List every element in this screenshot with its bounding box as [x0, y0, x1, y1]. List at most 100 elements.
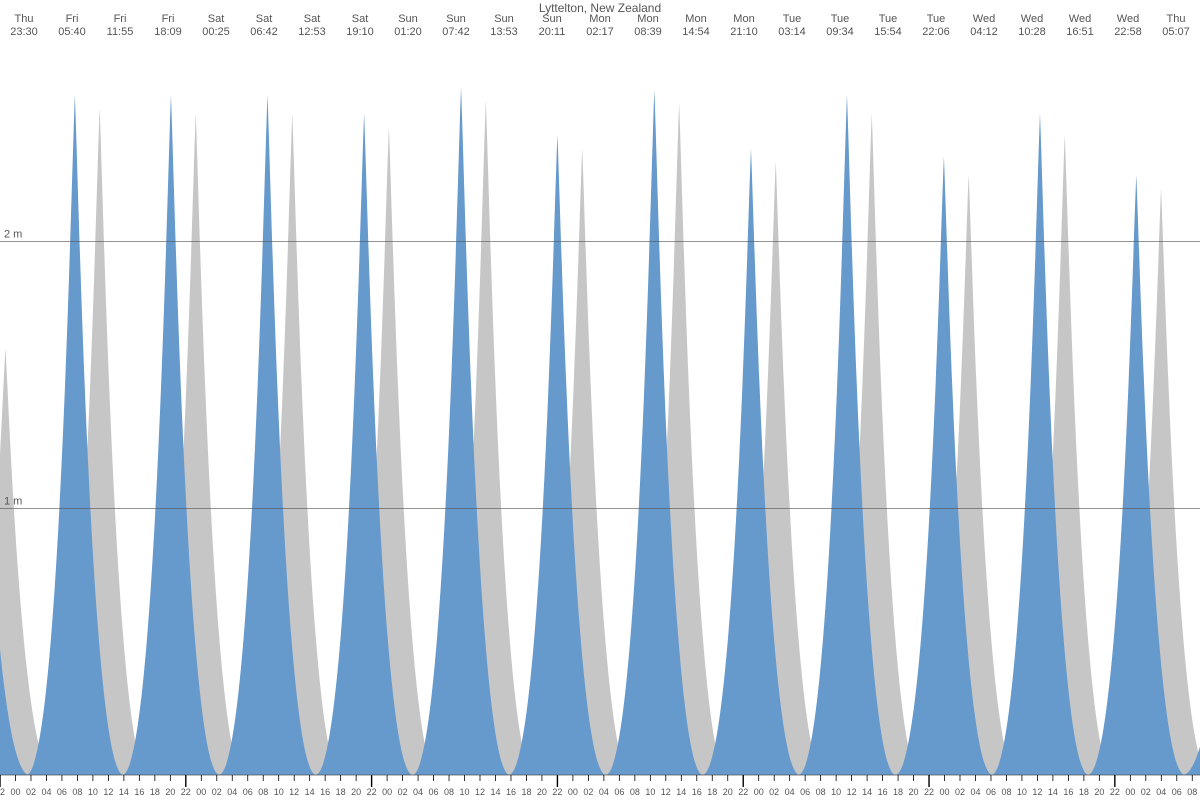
- top-label-day: Wed: [1021, 13, 1043, 25]
- top-label-time: 18:09: [154, 26, 182, 38]
- x-tick-label: 00: [10, 787, 20, 797]
- top-label-time: 00:25: [202, 26, 230, 38]
- x-tick-label: 08: [816, 787, 826, 797]
- x-tick-label: 04: [1156, 787, 1166, 797]
- x-tick-label: 14: [490, 787, 500, 797]
- x-tick-label: 14: [1048, 787, 1058, 797]
- top-label-day: Wed: [973, 13, 995, 25]
- x-tick-label: 08: [258, 787, 268, 797]
- top-label-time: 05:07: [1162, 26, 1190, 38]
- top-label-day: Fri: [66, 13, 79, 25]
- tide-chart: 1 m 2 m 22 00 02 04 06 08 10 12 14 16 18 20 22 00 02 04 06…: [0, 0, 1200, 800]
- top-label-time: 15:54: [874, 26, 902, 38]
- x-tick-label: 12: [1032, 787, 1042, 797]
- x-tick-label: 10: [460, 787, 470, 797]
- x-tick-label: 02: [583, 787, 593, 797]
- top-label-time: 22:06: [922, 26, 950, 38]
- top-label-time: 02:17: [586, 26, 614, 38]
- x-tick-label: 00: [754, 787, 764, 797]
- top-label-day: Sun: [398, 13, 418, 25]
- x-tick-label: 06: [57, 787, 67, 797]
- x-tick-label: 00: [940, 787, 950, 797]
- x-tick-label: 12: [847, 787, 857, 797]
- top-label-day: Fri: [162, 13, 175, 25]
- x-tick-label: 20: [723, 787, 733, 797]
- x-tick-label: 18: [707, 787, 717, 797]
- top-label-day: Sat: [208, 13, 225, 25]
- top-label-time: 06:42: [250, 26, 278, 38]
- top-label-time: 23:30: [10, 26, 38, 38]
- x-tick-label: 22: [367, 787, 377, 797]
- x-tick-label: 02: [955, 787, 965, 797]
- x-tick-label: 22: [738, 787, 748, 797]
- x-tick-label: 14: [305, 787, 315, 797]
- top-label-day: Sat: [304, 13, 321, 25]
- top-label-time: 09:34: [826, 26, 854, 38]
- x-tick-label: 16: [1063, 787, 1073, 797]
- x-tick-label: 16: [878, 787, 888, 797]
- x-tick-label: 16: [320, 787, 330, 797]
- x-tick-label: 12: [289, 787, 299, 797]
- top-label-time: 14:54: [682, 26, 710, 38]
- x-tick-label: 00: [1125, 787, 1135, 797]
- top-label-day: Tue: [879, 13, 898, 25]
- x-tick-label: 06: [1172, 787, 1182, 797]
- top-label-day: Wed: [1117, 13, 1139, 25]
- x-tick-label: 04: [599, 787, 609, 797]
- top-label-time: 07:42: [442, 26, 470, 38]
- top-label-time: 04:12: [970, 26, 998, 38]
- x-tick-label: 00: [568, 787, 578, 797]
- x-tick-label: 20: [165, 787, 175, 797]
- x-tick-label: 08: [1001, 787, 1011, 797]
- x-tick-label: 12: [475, 787, 485, 797]
- x-tick-label: 22: [552, 787, 562, 797]
- x-tick-label: 00: [382, 787, 392, 797]
- x-tick-label: 02: [1141, 787, 1151, 797]
- x-tick-label: 22: [924, 787, 934, 797]
- top-label-time: 16:51: [1066, 26, 1094, 38]
- x-tick-label: 22: [1110, 787, 1120, 797]
- top-label-day: Sat: [256, 13, 273, 25]
- x-tick-label: 08: [444, 787, 454, 797]
- x-tick-label: 16: [506, 787, 516, 797]
- x-tick-label: 06: [243, 787, 253, 797]
- x-tick-label: 10: [1017, 787, 1027, 797]
- top-label-time: 08:39: [634, 26, 662, 38]
- x-tick-label: 06: [800, 787, 810, 797]
- x-tick-label: 04: [227, 787, 237, 797]
- x-tick-label: 02: [26, 787, 36, 797]
- y-axis-label: 2 m: [4, 229, 22, 241]
- x-tick-label: 04: [785, 787, 795, 797]
- x-tick-label: 04: [413, 787, 423, 797]
- top-label-time: 12:53: [298, 26, 326, 38]
- x-tick-label: 20: [537, 787, 547, 797]
- top-label-time: 13:53: [490, 26, 518, 38]
- x-tick-label: 20: [1094, 787, 1104, 797]
- x-tick-label: 00: [196, 787, 206, 797]
- x-tick-label: 06: [614, 787, 624, 797]
- top-label-day: Mon: [589, 13, 610, 25]
- x-tick-label: 04: [970, 787, 980, 797]
- top-label-time: 11:55: [107, 26, 134, 38]
- top-label-day: Sun: [446, 13, 466, 25]
- x-tick-label: 12: [661, 787, 671, 797]
- x-tick-label: 14: [676, 787, 686, 797]
- x-tick-label: 10: [88, 787, 98, 797]
- x-tick-label: 16: [134, 787, 144, 797]
- top-label-day: Mon: [685, 13, 706, 25]
- x-tick-label: 22: [181, 787, 191, 797]
- x-tick-label: 20: [909, 787, 919, 797]
- y-axis-label: 1 m: [4, 495, 22, 507]
- top-label-time: 22:58: [1114, 26, 1142, 38]
- top-label-day: Tue: [783, 13, 802, 25]
- x-tick-label: 20: [351, 787, 361, 797]
- top-label-day: Sat: [352, 13, 369, 25]
- x-tick-label: 08: [72, 787, 82, 797]
- x-tick-label: 12: [103, 787, 113, 797]
- x-tick-label: 18: [521, 787, 531, 797]
- top-label-day: Fri: [114, 13, 127, 25]
- x-tick-label: 16: [692, 787, 702, 797]
- x-tick-label: 08: [630, 787, 640, 797]
- x-tick-label: 10: [645, 787, 655, 797]
- x-tick-label: 10: [274, 787, 284, 797]
